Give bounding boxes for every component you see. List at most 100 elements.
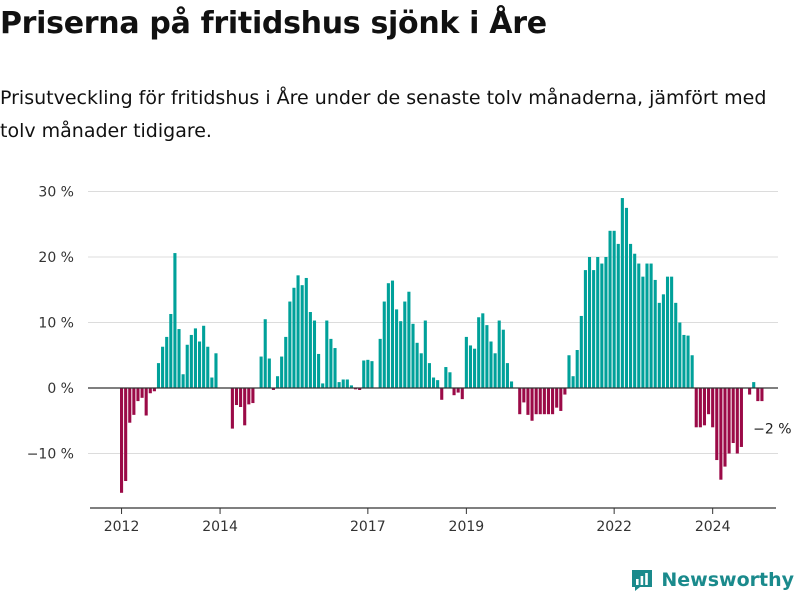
bar: [473, 348, 477, 388]
bar: [460, 388, 464, 400]
bar: [579, 315, 583, 388]
bar: [436, 380, 440, 388]
bar: [760, 388, 764, 402]
bar: [563, 388, 567, 395]
bar: [189, 334, 193, 388]
bar: [530, 388, 534, 421]
bar: [259, 356, 263, 388]
bar: [731, 388, 735, 444]
bar: [752, 382, 756, 388]
bar: [665, 276, 670, 388]
bar: [173, 253, 177, 388]
bar: [452, 388, 456, 396]
bar: [711, 388, 715, 428]
bar: [698, 388, 702, 428]
bar: [423, 320, 427, 388]
bar: [464, 336, 468, 388]
x-tick-label: 2017: [350, 519, 386, 535]
bar: [481, 313, 485, 388]
bar: [161, 346, 165, 388]
bar: [583, 270, 587, 388]
bar: [239, 388, 243, 407]
bar: [559, 388, 563, 411]
bar: [341, 379, 345, 388]
bar: [333, 348, 337, 388]
y-tick-label: 10 %: [38, 316, 74, 332]
bar: [690, 355, 694, 388]
bar: [362, 360, 366, 388]
bar: [288, 301, 292, 388]
bar: [604, 257, 608, 388]
bar: [444, 367, 448, 388]
x-tick-label: 2022: [596, 519, 632, 535]
bar: [489, 341, 493, 388]
bar: [633, 253, 637, 388]
bar: [247, 388, 251, 405]
bar: [148, 388, 152, 394]
bar: [353, 388, 358, 390]
bar: [321, 383, 325, 388]
bar: [411, 323, 415, 388]
bar: [366, 359, 370, 388]
bar: [152, 388, 156, 392]
y-tick-label: 0 %: [47, 381, 74, 397]
bar: [128, 388, 132, 423]
bar: [382, 301, 386, 388]
bar: [181, 374, 185, 388]
bar: [723, 388, 727, 467]
bar: [518, 388, 522, 415]
bar: [727, 388, 731, 454]
bar: [600, 263, 604, 388]
bar: [275, 376, 280, 388]
bar: [678, 322, 682, 388]
bar: [280, 356, 284, 388]
bar: [542, 388, 546, 415]
bar: [378, 338, 382, 389]
bar: [419, 353, 423, 388]
bar: [505, 363, 509, 388]
bar: [493, 353, 497, 388]
bar: [210, 377, 214, 388]
bar: [300, 285, 304, 388]
bar: [440, 388, 444, 400]
bar: [395, 309, 399, 388]
bar: [587, 257, 592, 388]
bar: [612, 230, 616, 388]
bar: [214, 353, 218, 388]
bar: [193, 328, 197, 388]
bar: [694, 388, 698, 428]
bar: [370, 361, 374, 388]
bar: [132, 388, 136, 415]
bar: [185, 344, 189, 388]
bar: [707, 388, 711, 415]
bar: [243, 388, 247, 426]
bar: [349, 385, 353, 388]
chart-subtitle: Prisutveckling för fritidshus i Åre unde…: [0, 87, 767, 142]
newsworthy-chart-icon: [632, 570, 653, 591]
bar: [317, 353, 321, 388]
bar: [271, 388, 275, 390]
brand-logo: Newsworthy: [630, 568, 794, 592]
bar: [674, 302, 678, 388]
bar: [657, 302, 661, 388]
bar: [448, 372, 452, 388]
x-tick-label: 2014: [202, 519, 238, 535]
bar: [165, 336, 169, 388]
bar: [169, 313, 173, 388]
bar: [292, 287, 296, 388]
bar: [296, 275, 300, 388]
bar: [177, 329, 181, 388]
bar: [456, 388, 460, 393]
x-tick-label: 2024: [695, 519, 731, 535]
bar: [629, 243, 633, 388]
bar: [567, 355, 571, 388]
bar: [485, 325, 489, 388]
bar: [198, 341, 202, 388]
bar: [616, 243, 620, 388]
bar: [358, 388, 362, 390]
bar: [337, 382, 341, 388]
bar: [415, 342, 419, 388]
y-tick-label: 30 %: [38, 185, 74, 201]
bar: [715, 388, 719, 461]
